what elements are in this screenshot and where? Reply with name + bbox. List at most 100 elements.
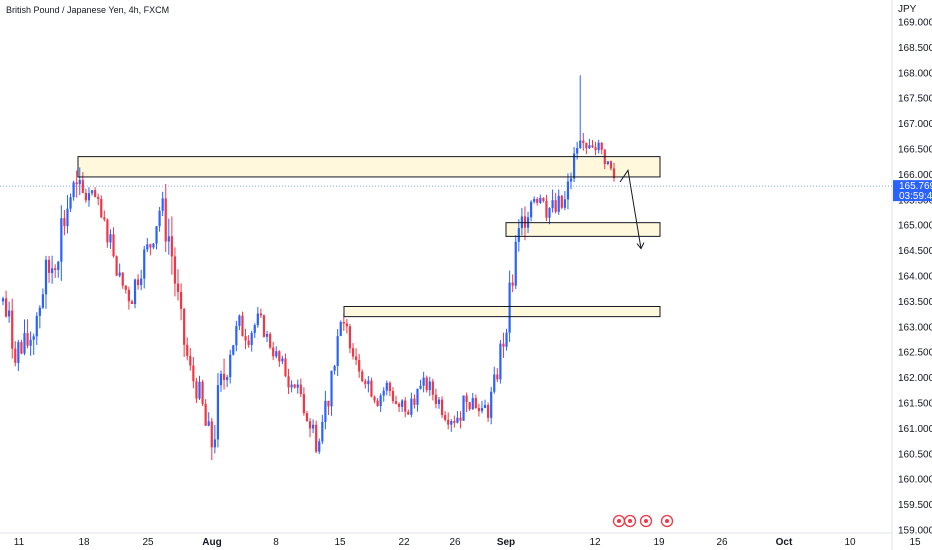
- candle-body: [351, 348, 355, 357]
- candle-body: [327, 400, 330, 407]
- candle-body: [404, 400, 407, 412]
- zone-outlines[interactable]: [77, 156, 661, 318]
- candle-body: [554, 200, 557, 212]
- candle-body: [284, 358, 287, 377]
- middle-support-zone[interactable]: [505, 222, 661, 237]
- time-tick-label: 12: [589, 537, 601, 548]
- candle-body: [35, 315, 38, 337]
- candle-body: [170, 236, 173, 257]
- lower-support-zone[interactable]: [343, 305, 661, 318]
- candle-body: [539, 197, 542, 203]
- candle-body: [47, 259, 51, 273]
- price-tick-label: 169.000: [898, 18, 932, 29]
- candle-body: [72, 182, 75, 198]
- candle-body: [204, 403, 207, 426]
- time-tick-label: Sep: [497, 537, 515, 548]
- candle-body: [410, 398, 413, 415]
- candle-body: [407, 411, 410, 415]
- candle-body: [90, 190, 94, 194]
- candle-body: [514, 241, 517, 286]
- time-tick-label: Oct: [776, 537, 793, 548]
- candle-body: [545, 200, 548, 218]
- forecast-line[interactable]: [619, 169, 642, 249]
- candle-body: [146, 244, 149, 250]
- candle-body: [612, 168, 616, 179]
- event-icon[interactable]: [623, 514, 637, 528]
- candle-body: [41, 294, 45, 308]
- candle-body: [293, 384, 296, 388]
- candle-body: [63, 218, 66, 227]
- candle-body: [17, 342, 20, 363]
- price-tick-label: 165.000: [898, 221, 932, 232]
- price-tick-label: 167.000: [898, 119, 932, 130]
- candle-body: [419, 385, 422, 389]
- price-axis[interactable]: 169.000 168.500 168.000 167.500 167.000 166.5…: [898, 18, 932, 537]
- time-tick-label: 10: [844, 537, 856, 548]
- candle-body: [579, 140, 582, 149]
- candle-body: [471, 398, 474, 410]
- candle-body: [468, 402, 471, 410]
- forecast-arrowhead: [636, 242, 645, 250]
- candle-body: [149, 244, 152, 248]
- candle-body: [397, 403, 401, 407]
- candle-body: [462, 395, 465, 421]
- forecast-path[interactable]: [619, 169, 645, 250]
- candle-body: [269, 333, 272, 348]
- candle-body: [29, 339, 32, 346]
- price-tick-label: 160.500: [898, 449, 932, 460]
- candle-body: [530, 201, 533, 218]
- candle-body: [250, 332, 253, 345]
- event-icon[interactable]: [639, 514, 653, 528]
- candle-body: [278, 351, 281, 362]
- economic-event-icons[interactable]: [612, 514, 674, 528]
- candle-body: [195, 381, 198, 399]
- event-icon[interactable]: [660, 514, 674, 528]
- candle-body: [167, 236, 170, 242]
- time-tick-label: 22: [398, 537, 410, 548]
- candle-body: [192, 365, 195, 382]
- candle-body: [109, 234, 112, 243]
- candle-body: [361, 371, 364, 382]
- candle-body: [594, 147, 597, 151]
- candle-body: [296, 384, 299, 388]
- candle-body: [425, 377, 428, 391]
- candle-body: [591, 145, 594, 148]
- candle-body: [391, 391, 395, 402]
- candle-body: [118, 272, 121, 276]
- candle-body: [262, 315, 266, 337]
- candle-body: [315, 424, 318, 452]
- time-tick-label: 19: [653, 537, 665, 548]
- candle-body: [229, 354, 232, 378]
- time-tick-label: 25: [142, 537, 154, 548]
- candle-body: [511, 282, 514, 286]
- time-axis[interactable]: 11 18 25 Aug 8 15 22 26 Sep 12 19 26 Oct 10 15: [14, 537, 921, 548]
- candle-body: [324, 400, 327, 422]
- candle-body: [582, 140, 585, 143]
- candle-body: [572, 153, 576, 179]
- candle-body: [302, 394, 305, 414]
- price-tick-label: 167.500: [898, 94, 932, 105]
- candle-body: [373, 396, 376, 401]
- candle-body: [75, 182, 78, 185]
- candle-body: [321, 421, 324, 442]
- candle-body: [499, 343, 502, 380]
- candle-body: [336, 336, 339, 366]
- candle-body: [345, 323, 348, 327]
- candle-body: [112, 234, 115, 257]
- candle-body: [597, 142, 600, 151]
- candle-body: [312, 424, 315, 429]
- candle-body: [176, 283, 180, 292]
- candle-body: [222, 373, 226, 380]
- candle-body: [388, 382, 391, 392]
- candle-body: [358, 359, 361, 372]
- upper-resistance-zone[interactable]: [77, 156, 661, 178]
- candle-body: [94, 190, 97, 197]
- time-tick-label: 26: [716, 537, 728, 548]
- price-tick-label: 162.500: [898, 348, 932, 359]
- candle-body: [136, 279, 140, 286]
- time-tick-label: 26: [449, 537, 461, 548]
- candle-body: [57, 261, 60, 270]
- event-icon[interactable]: [612, 514, 626, 528]
- price-tick-label: 160.000: [898, 475, 932, 486]
